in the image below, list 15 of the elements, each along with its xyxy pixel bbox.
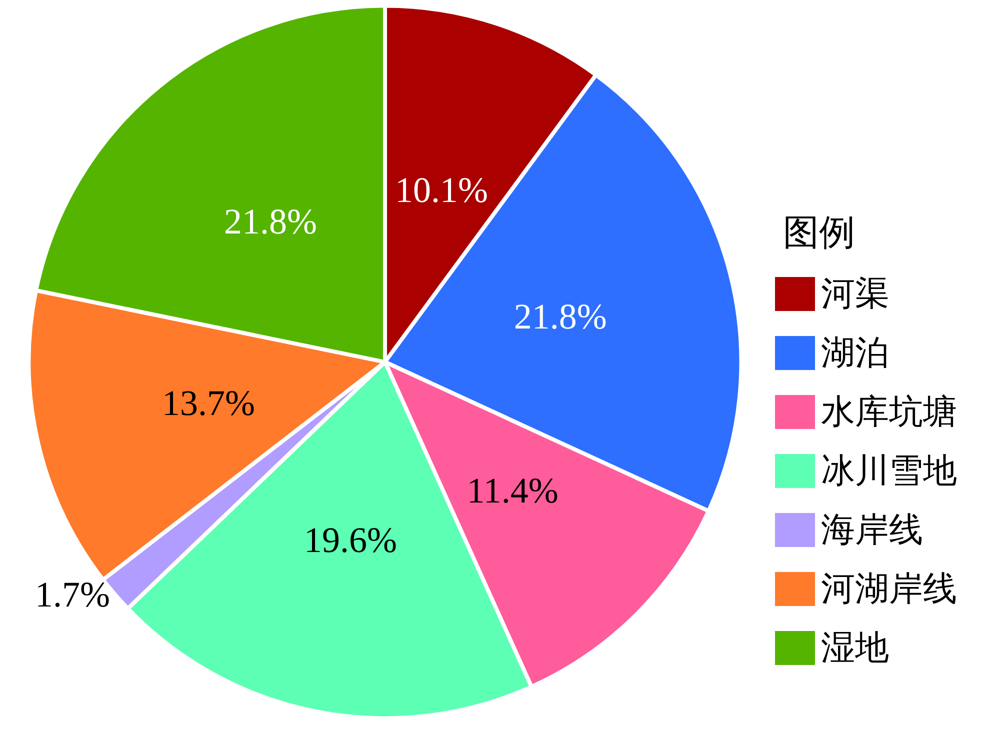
- legend-label: 海岸线: [821, 510, 923, 550]
- legend-label: 湖泊: [821, 333, 889, 373]
- legend-label: 湿地: [821, 628, 889, 668]
- data-label: 10.1%: [394, 170, 488, 210]
- data-label: 21.8%: [224, 202, 318, 242]
- data-label: 19.6%: [304, 520, 398, 560]
- legend-label: 冰川雪地: [821, 451, 957, 491]
- legend-label: 水库坑塘: [821, 392, 957, 432]
- legend-label: 河湖岸线: [821, 569, 957, 609]
- legend-title: 图例: [783, 212, 855, 254]
- data-label: 11.4%: [466, 470, 558, 511]
- data-label: 13.7%: [162, 382, 256, 423]
- data-label: 21.8%: [514, 296, 607, 337]
- legend-label: 河渠: [821, 274, 889, 314]
- data-label: 1.7%: [35, 574, 110, 614]
